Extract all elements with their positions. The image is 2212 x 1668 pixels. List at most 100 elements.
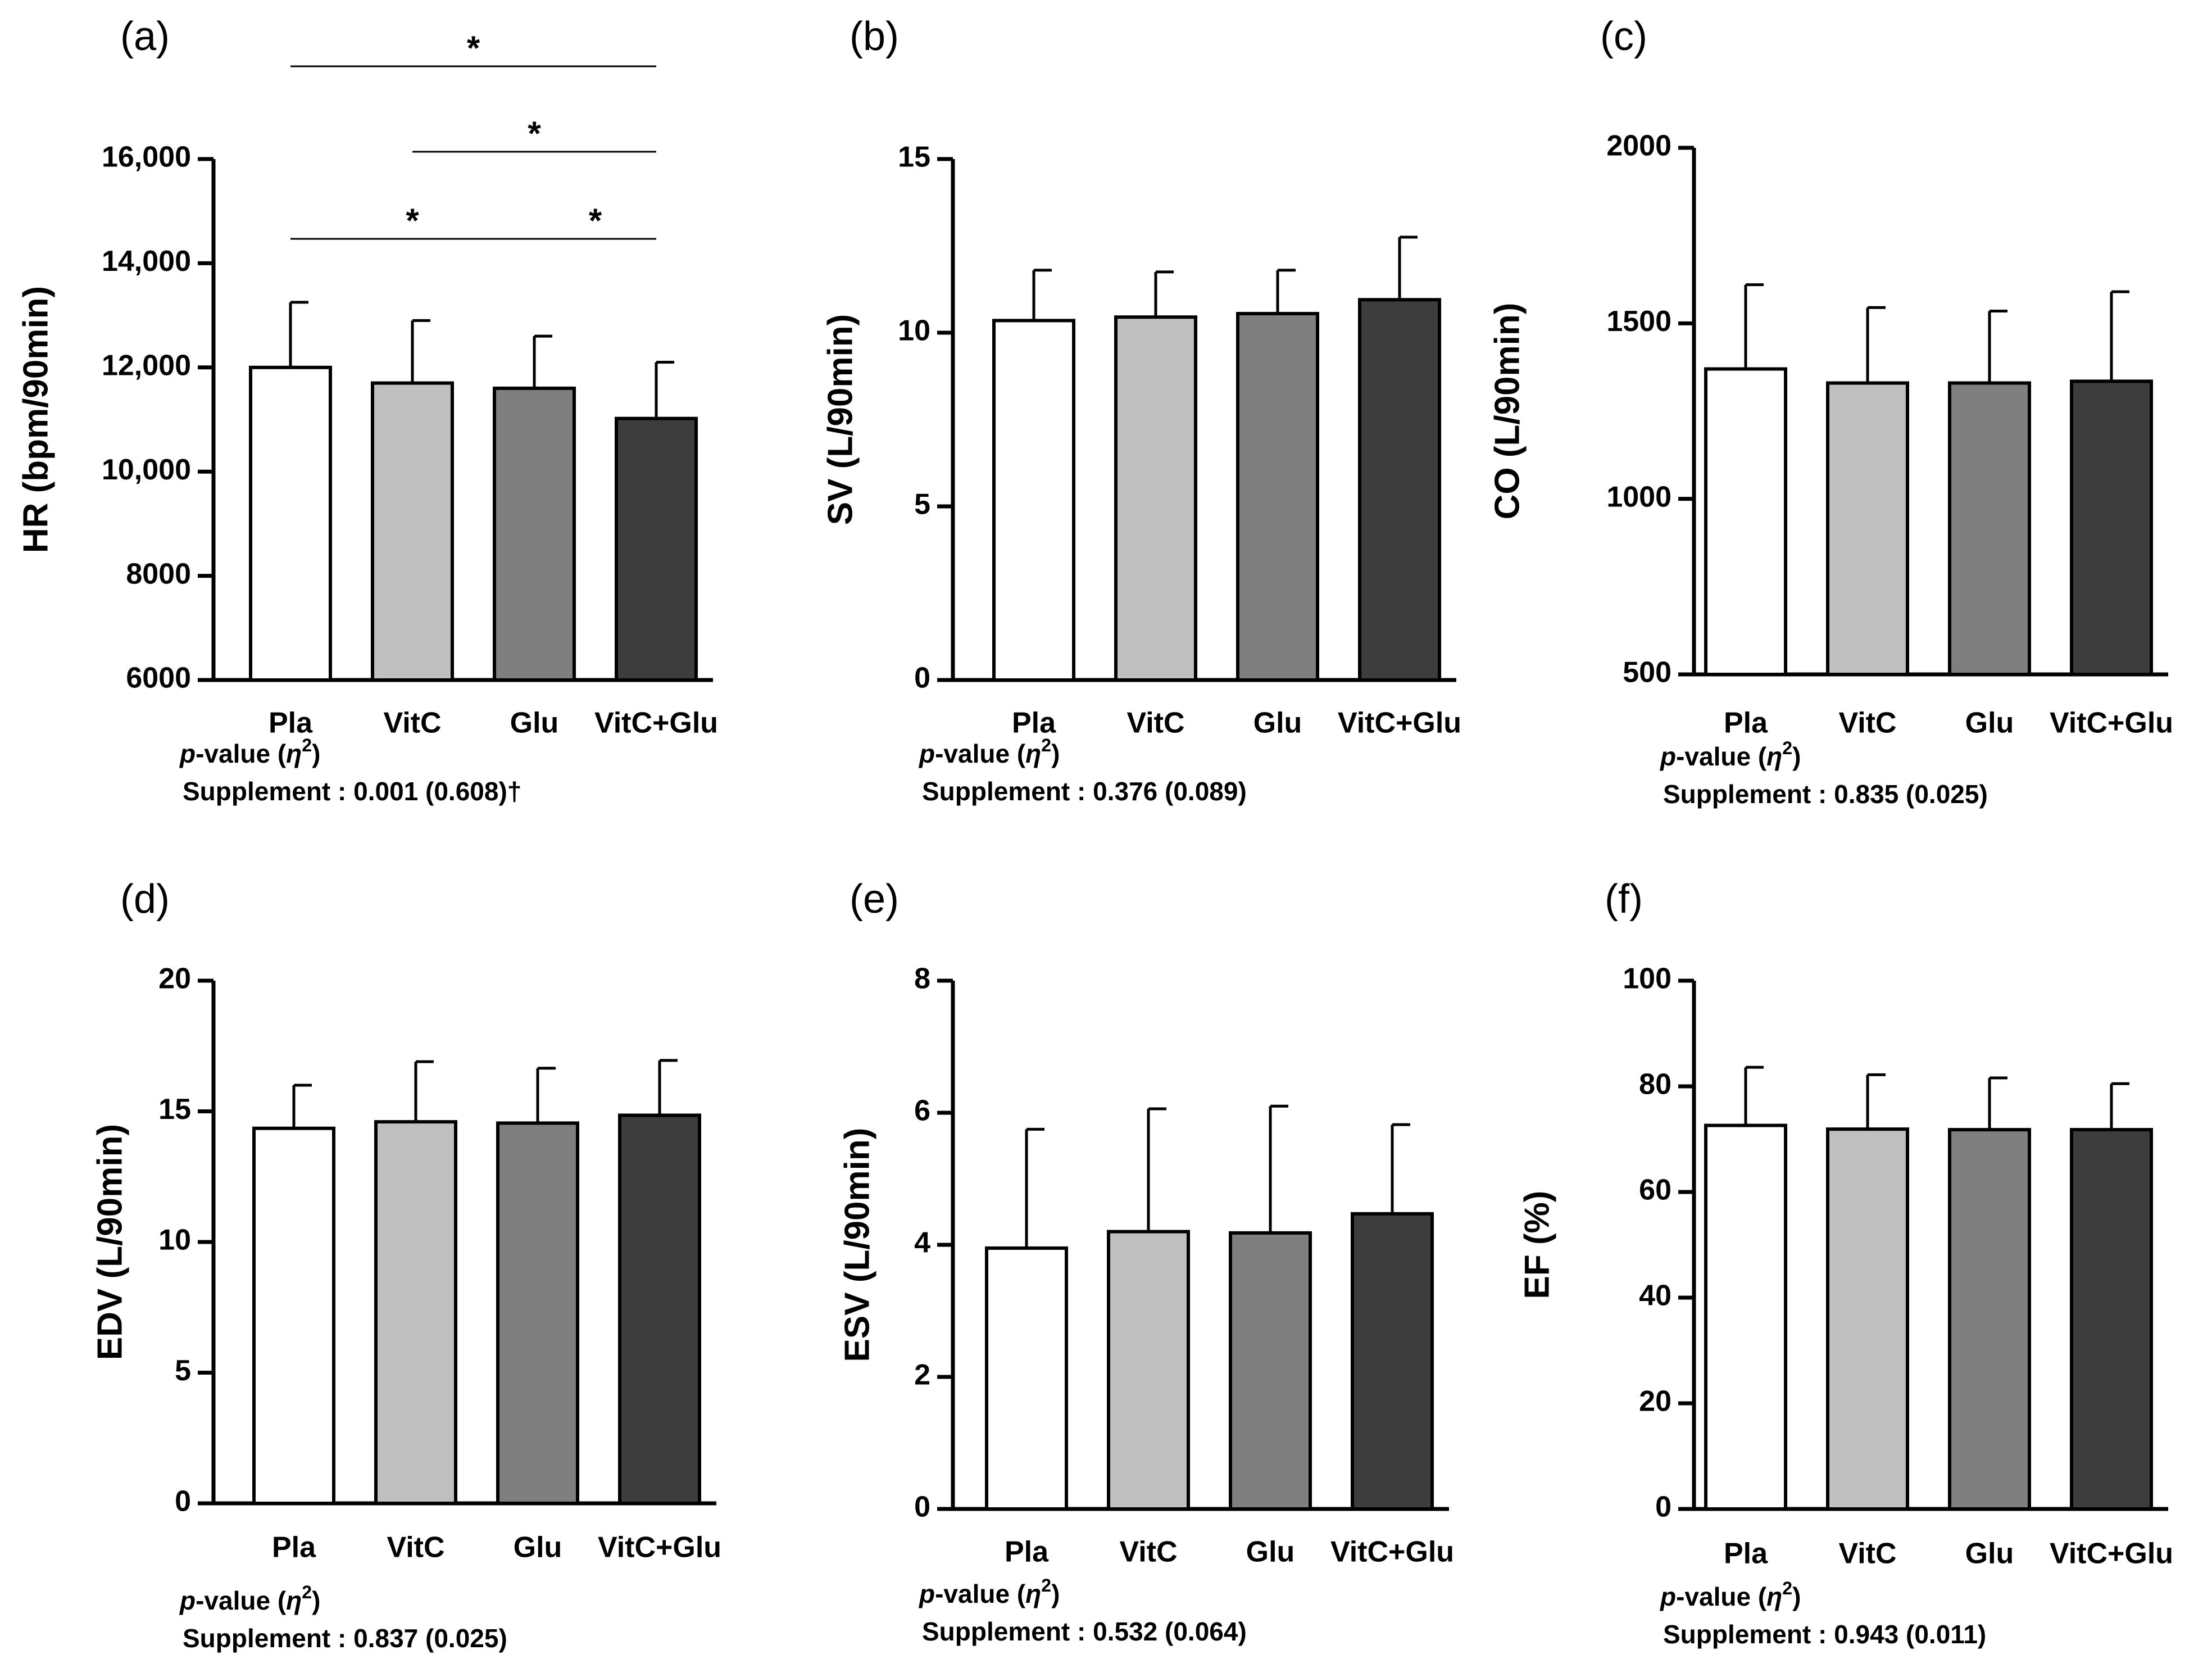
category-label: VitC+Glu bbox=[598, 1531, 721, 1564]
significance-star: * bbox=[589, 202, 602, 239]
bar bbox=[1351, 1212, 1434, 1511]
chart-panel-b: (b) 0 5 10 15 SV (L/90min) Pla VitC Glu VitC+Glu p… bbox=[821, 14, 1461, 806]
y-tick-label: 100 bbox=[1623, 963, 1672, 995]
y-tick-label: 20 bbox=[158, 963, 191, 995]
y-tick-label: 4 bbox=[914, 1227, 930, 1259]
y-tick-label: 10 bbox=[898, 315, 930, 347]
bar bbox=[493, 386, 576, 682]
bar bbox=[1948, 381, 2031, 676]
panel-label: (c) bbox=[1600, 14, 1647, 59]
category-label: Glu bbox=[1965, 707, 2014, 740]
pvalue-header: p-value (η2) bbox=[179, 735, 320, 768]
panel-label: (f) bbox=[1605, 877, 1643, 922]
category-label: VitC+Glu bbox=[594, 707, 718, 740]
category-label: VitC+Glu bbox=[1338, 707, 1461, 740]
category-label: Pla bbox=[1724, 707, 1768, 740]
y-tick-label: 6 bbox=[914, 1095, 930, 1127]
pvalue-line: Supplement : 0.837 (0.025) bbox=[183, 1624, 507, 1653]
bar bbox=[1358, 298, 1441, 682]
y-tick-label: 500 bbox=[1623, 656, 1672, 689]
bar bbox=[2070, 379, 2153, 676]
y-tick-label: 1500 bbox=[1606, 305, 1672, 338]
bar bbox=[252, 1126, 335, 1505]
bar bbox=[985, 1246, 1068, 1511]
category-label: Glu bbox=[510, 707, 559, 740]
pvalue-line: Supplement : 0.532 (0.064) bbox=[922, 1617, 1247, 1646]
category-label: VitC+Glu bbox=[2050, 1538, 2173, 1570]
y-tick-label: 2 bbox=[914, 1359, 930, 1391]
pvalue-line: Supplement : 0.001 (0.608)† bbox=[183, 777, 521, 806]
pvalue-line: Supplement : 0.835 (0.025) bbox=[1663, 779, 1988, 809]
y-tick-label: 1000 bbox=[1606, 481, 1672, 513]
y-tick-label: 15 bbox=[898, 141, 930, 174]
bar bbox=[618, 1113, 701, 1505]
y-tick-label: 60 bbox=[1639, 1174, 1672, 1207]
bar bbox=[1826, 381, 1909, 676]
y-tick-label: 15 bbox=[158, 1093, 191, 1126]
category-label: VitC bbox=[1838, 707, 1896, 740]
chart-panel-d: (d) 0 5 10 15 20 EDV (L/90min) Pla VitC Glu VitC+G… bbox=[90, 877, 721, 1653]
y-axis-label: EF (%) bbox=[1518, 1191, 1556, 1299]
y-tick-label: 20 bbox=[1639, 1385, 1672, 1418]
y-tick-label: 0 bbox=[914, 662, 930, 695]
y-tick-label: 40 bbox=[1639, 1280, 1672, 1312]
bar bbox=[249, 365, 332, 682]
bar bbox=[2070, 1128, 2153, 1511]
pvalue-line: Supplement : 0.943 (0.011) bbox=[1663, 1620, 1986, 1649]
bar bbox=[1107, 1230, 1190, 1511]
pvalue-header: p-value (η2) bbox=[179, 1582, 320, 1615]
category-label: Pla bbox=[1724, 1538, 1768, 1570]
category-label: Glu bbox=[1253, 707, 1302, 740]
category-label: VitC bbox=[383, 707, 441, 740]
chart-panel-f: (f) 0 20 40 60 80 100 EF (%) Pla VitC Glu VitC+Glu p… bbox=[1518, 877, 2173, 1649]
category-label: Pla bbox=[272, 1531, 316, 1564]
y-axis-label: CO (L/90min) bbox=[1488, 303, 1527, 520]
y-tick-label: 80 bbox=[1639, 1068, 1672, 1101]
y-tick-label: 16,000 bbox=[102, 141, 191, 174]
pvalue-header: p-value (η2) bbox=[918, 1575, 1060, 1608]
chart-panel-a: (a) 6000 8000 10,000 12,000 14,000 16,000 HR (b… bbox=[16, 14, 718, 806]
panel-label: (b) bbox=[850, 14, 899, 59]
category-label: Glu bbox=[514, 1531, 562, 1564]
bar bbox=[615, 416, 698, 682]
panel-label: (e) bbox=[850, 877, 899, 922]
y-tick-label: 5 bbox=[175, 1354, 191, 1387]
y-tick-label: 8000 bbox=[126, 557, 191, 590]
bar bbox=[1229, 1231, 1312, 1511]
chart-panel-c: (c) 500 1000 1500 2000 CO (L/90min) Pla VitC Glu… bbox=[1488, 14, 2173, 809]
bar bbox=[496, 1121, 579, 1506]
category-label: Pla bbox=[269, 707, 313, 740]
category-label: Pla bbox=[1005, 1536, 1049, 1569]
bar bbox=[374, 1120, 457, 1505]
y-tick-label: 8 bbox=[914, 963, 930, 995]
y-axis-label: SV (L/90min) bbox=[821, 314, 860, 525]
y-tick-label: 10,000 bbox=[102, 454, 191, 486]
pvalue-header: p-value (η2) bbox=[1659, 738, 1801, 771]
chart-panel-e: (e) 0 2 4 6 8 ESV (L/90min) Pla VitC Glu VitC+Glu p… bbox=[838, 877, 1454, 1646]
category-label: VitC+Glu bbox=[1330, 1536, 1454, 1569]
bar bbox=[1826, 1127, 1909, 1511]
bar bbox=[1704, 1123, 1787, 1511]
y-axis-label: EDV (L/90min) bbox=[90, 1124, 129, 1360]
panel-label: (a) bbox=[120, 14, 170, 59]
bar bbox=[1114, 315, 1197, 682]
y-tick-label: 10 bbox=[158, 1224, 191, 1257]
bar bbox=[1948, 1128, 2031, 1511]
bar bbox=[992, 319, 1075, 682]
category-label: VitC bbox=[1119, 1536, 1177, 1569]
y-tick-label: 2000 bbox=[1606, 130, 1672, 162]
y-tick-label: 0 bbox=[1655, 1491, 1672, 1524]
y-tick-label: 12,000 bbox=[102, 350, 191, 382]
pvalue-header: p-value (η2) bbox=[918, 735, 1060, 768]
significance-star: * bbox=[528, 115, 541, 152]
category-label: VitC bbox=[1838, 1538, 1896, 1570]
y-tick-label: 0 bbox=[914, 1491, 930, 1524]
category-label: VitC bbox=[387, 1531, 444, 1564]
significance-star: * bbox=[467, 29, 480, 67]
bar bbox=[1236, 312, 1319, 682]
category-label: Pla bbox=[1012, 707, 1056, 740]
category-label: Glu bbox=[1246, 1536, 1295, 1569]
y-axis-label: HR (bpm/90min) bbox=[16, 286, 55, 553]
category-label: Glu bbox=[1965, 1538, 2014, 1570]
category-label: VitC bbox=[1127, 707, 1184, 740]
